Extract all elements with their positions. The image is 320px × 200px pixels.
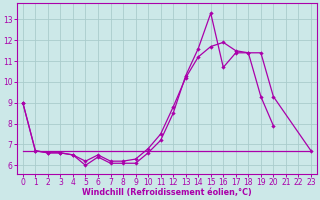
X-axis label: Windchill (Refroidissement éolien,°C): Windchill (Refroidissement éolien,°C) [82, 188, 252, 197]
